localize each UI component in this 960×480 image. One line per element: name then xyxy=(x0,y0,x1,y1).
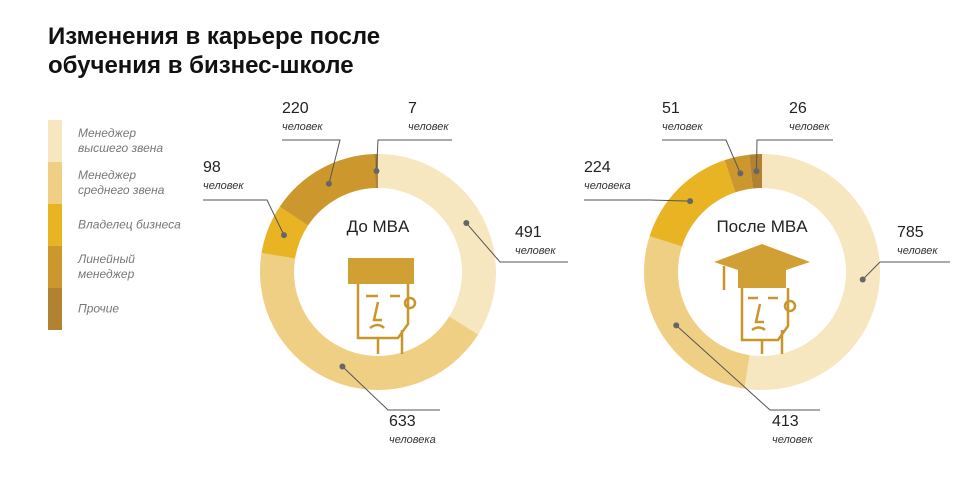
unit-label: человек xyxy=(515,245,556,257)
donut-slice xyxy=(378,154,496,335)
chart-title: До MBA xyxy=(347,217,410,236)
callout-dot xyxy=(325,180,332,187)
chart-title: После MBA xyxy=(716,217,808,236)
callout-dot xyxy=(753,168,760,175)
callout-line xyxy=(375,139,452,172)
legend-swatch xyxy=(48,288,62,330)
donut-slice xyxy=(644,236,750,389)
value-label: 220 xyxy=(282,100,309,117)
callout-line xyxy=(203,199,285,236)
legend-label: Владелец бизнеса xyxy=(78,217,181,232)
donut-slice xyxy=(260,253,479,391)
value-label: 51 xyxy=(662,100,680,117)
unit-label: человек xyxy=(772,434,813,446)
callout-dot xyxy=(280,232,287,239)
legend-label: Менеджер высшего звена xyxy=(78,126,164,155)
callout-dot xyxy=(339,363,346,370)
donut: 785 человек 413 человек 224 человека 51 человек… xyxy=(584,100,950,446)
donut-slice xyxy=(649,160,736,247)
value-label: 491 xyxy=(515,224,542,241)
callout-line xyxy=(862,261,950,280)
legend-label: Линейный менеджер xyxy=(78,252,135,281)
unit-label: человек xyxy=(897,245,938,257)
legend-label: Прочие xyxy=(78,301,120,316)
value-label: 224 xyxy=(584,159,611,176)
icon-before xyxy=(348,258,417,354)
callout-dot xyxy=(687,198,694,205)
icon-after xyxy=(714,244,810,354)
donut-slice xyxy=(744,154,881,391)
value-label: 7 xyxy=(408,100,417,117)
unit-label: человека xyxy=(389,434,436,446)
value-label: 26 xyxy=(789,100,807,117)
unit-label: человек xyxy=(789,121,830,133)
value-label: 633 xyxy=(389,413,416,430)
legend-swatch xyxy=(48,246,62,288)
legend-label: Менеджер среднего звена xyxy=(78,168,165,197)
legend-swatch xyxy=(48,204,62,246)
unit-label: человека xyxy=(584,180,631,192)
callout-line xyxy=(342,366,440,411)
value-label: 413 xyxy=(772,413,799,430)
donut-slice xyxy=(279,154,376,226)
callout-line xyxy=(465,222,568,263)
callout-dot xyxy=(463,220,470,227)
callout-dot xyxy=(859,276,866,283)
callout-line xyxy=(662,139,741,174)
callout-dot xyxy=(737,170,744,177)
callout-line xyxy=(755,139,833,172)
callout-line xyxy=(675,324,820,411)
unit-label: человек xyxy=(282,121,323,133)
unit-label: человек xyxy=(662,121,703,133)
unit-label: человек xyxy=(408,121,449,133)
legend-swatch xyxy=(48,120,62,162)
unit-label: человек xyxy=(203,180,244,192)
value-label: 98 xyxy=(203,159,221,176)
value-label: 785 xyxy=(897,224,924,241)
callout-dot xyxy=(373,168,380,175)
donut: 491 человек 633 человека 98 человек 220 человек… xyxy=(203,100,568,446)
callout-line xyxy=(584,199,691,202)
page-title: Изменения в карьере после обучения в биз… xyxy=(48,23,381,79)
callout-line xyxy=(282,139,341,184)
callout-dot xyxy=(673,322,680,329)
legend-swatch xyxy=(48,162,62,204)
